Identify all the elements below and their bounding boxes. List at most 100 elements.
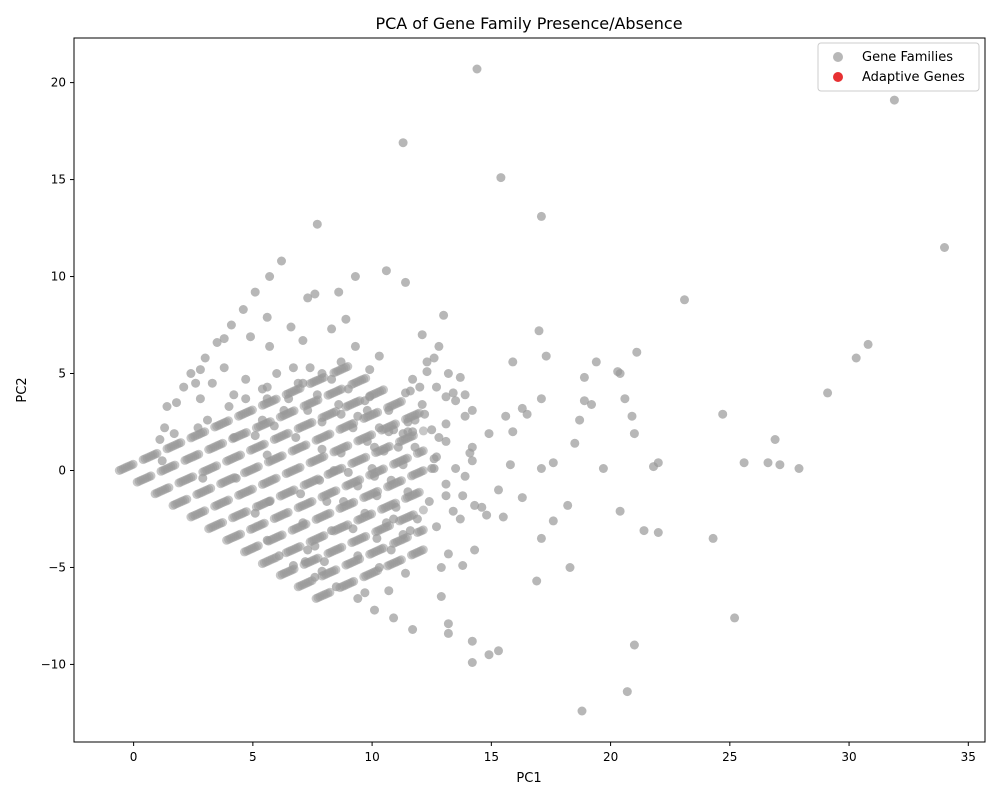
gene-familie-point: [274, 551, 284, 561]
gene-family-point: [253, 462, 263, 472]
legend: Gene Families Adaptive Genes: [817, 42, 980, 92]
gene-family-point: [295, 542, 305, 551]
gene-familie-point: [384, 405, 394, 415]
gene-familie-point: [403, 487, 413, 497]
gene-familie-point: [851, 353, 861, 363]
gene-familie-point: [403, 417, 413, 427]
legend-marker-gene-families: [833, 52, 843, 62]
gene-family-point: [307, 497, 317, 506]
gene-familie-point: [353, 411, 363, 421]
gene-familie-point: [219, 363, 229, 373]
gene-familie-point: [317, 444, 327, 454]
gene-familie-point: [389, 514, 399, 524]
gene-familie-point: [315, 475, 325, 485]
gene-family-point: [361, 531, 371, 541]
gene-familie-point: [577, 706, 587, 716]
gene-family-point: [343, 362, 353, 371]
gene-family-point: [418, 426, 428, 436]
gene-familie-point: [443, 369, 453, 378]
gene-family-point: [212, 461, 222, 471]
gene-familie-point: [653, 528, 663, 537]
gene-family-point: [367, 509, 377, 519]
gene-familie-point: [241, 394, 251, 404]
gene-family-point: [379, 543, 388, 553]
gene-family-point: [170, 460, 180, 470]
gene-family-point: [247, 484, 257, 494]
gene-family-point: [331, 565, 341, 575]
gene-familie-point: [317, 369, 327, 378]
gene-familie-point: [319, 557, 329, 567]
gene-family-point: [396, 476, 406, 486]
gene-familie-point: [386, 545, 396, 555]
x-axis-label: PC1: [516, 771, 541, 786]
gene-familie-point: [334, 287, 344, 297]
gene-familie-point: [298, 378, 308, 388]
gene-familie-point: [467, 456, 477, 466]
gene-familie-point: [327, 374, 337, 384]
gene-family-point: [402, 453, 412, 463]
gene-familie-point: [415, 382, 425, 392]
gene-familie-point: [536, 464, 546, 473]
gene-familie-point: [160, 423, 170, 433]
gene-familie-point: [195, 365, 205, 375]
gene-familie-point: [763, 458, 773, 468]
gene-familie-point: [336, 357, 346, 367]
gene-familie-point: [327, 324, 337, 334]
gene-familie-point: [536, 394, 546, 404]
gene-family-point: [200, 506, 210, 516]
gene-familie-point: [417, 330, 427, 340]
gene-familie-point: [536, 211, 546, 221]
gene-family-point: [418, 505, 428, 515]
gene-familie-point: [348, 423, 358, 433]
gene-familie-point: [262, 535, 272, 545]
gene-family-point: [146, 471, 156, 481]
gene-familie-point: [405, 526, 415, 536]
gene-familie-point: [262, 394, 272, 404]
gene-familie-point: [770, 435, 780, 444]
gene-family-point: [418, 545, 428, 555]
gene-family-point: [259, 439, 269, 449]
gene-familie-point: [441, 392, 451, 402]
gene-familie-point: [398, 460, 408, 470]
gene-familie-point: [288, 363, 298, 373]
y-tick-label: 5: [58, 367, 66, 381]
gene-familie-point: [632, 347, 642, 357]
gene-familie-point: [265, 272, 275, 281]
gene-familie-point: [269, 421, 279, 431]
gene-familie-point: [272, 369, 282, 378]
gene-familie-point: [298, 336, 308, 345]
gene-familie-point: [262, 450, 272, 460]
gene-familie-point: [427, 425, 437, 435]
gene-familie-point: [591, 357, 601, 367]
gene-familie-point: [372, 533, 382, 543]
gene-family-point: [283, 428, 293, 438]
gene-familie-point: [563, 500, 573, 510]
gene-familie-point: [718, 409, 728, 419]
gene-familie-point: [649, 462, 658, 472]
gene-familie-point: [348, 524, 358, 534]
plot-frame: [73, 37, 986, 743]
gene-familie-point: [823, 388, 833, 398]
gene-family-point: [361, 452, 371, 462]
gene-family-point: [361, 373, 371, 383]
gene-familie-point: [541, 351, 551, 361]
gene-familie-point: [384, 586, 394, 596]
gene-familie-point: [384, 427, 394, 437]
gene-familie-point: [336, 409, 346, 419]
gene-familie-point: [522, 409, 532, 419]
gene-familie-point: [432, 382, 441, 392]
x-tick-label: 5: [249, 750, 257, 764]
gene-familie-point: [496, 173, 506, 183]
x-tick-label: 0: [130, 750, 138, 764]
gene-familie-point: [300, 557, 310, 567]
gene-family-point: [253, 541, 263, 551]
gene-familie-point: [343, 384, 353, 394]
gene-familie-point: [262, 312, 272, 322]
x-axis: 0 5 10 15 20 25 30 35: [130, 742, 976, 764]
gene-familie-point: [186, 369, 196, 378]
gene-familie-point: [794, 464, 804, 473]
y-tick-label: 15: [51, 173, 66, 187]
points-layer: [114, 64, 949, 716]
gene-family-point: [414, 487, 424, 497]
